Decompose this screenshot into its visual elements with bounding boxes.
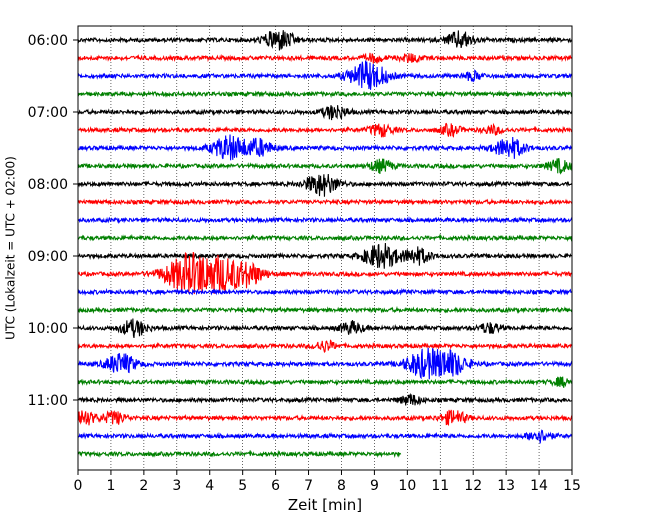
trace-0600 [77, 30, 573, 51]
x-tick-label: 11 [431, 478, 449, 494]
trace-1115 [77, 409, 573, 427]
trace-0830 [77, 215, 573, 224]
x-tick-label: 10 [398, 478, 416, 494]
y-tick-label: 06:00 [28, 33, 68, 49]
x-tick-label: 1 [106, 478, 115, 494]
y-tick-label: 11:00 [28, 393, 68, 409]
x-tick-label: 12 [464, 478, 482, 494]
x-tick-label: 4 [205, 478, 214, 494]
trace-0800 [77, 173, 573, 197]
trace-0730 [77, 134, 573, 161]
trace-0615 [77, 52, 573, 64]
x-tick-label: 2 [139, 478, 148, 494]
x-tick-label: 14 [530, 478, 548, 494]
trace-0915 [77, 251, 573, 295]
y-tick-label: 09:00 [28, 249, 68, 265]
trace-0745 [77, 158, 573, 175]
trace-0630 [77, 60, 573, 90]
trace-1100 [77, 392, 573, 406]
x-tick-label: 8 [337, 478, 346, 494]
y-axis-label: UTC (Lokalzeit = UTC + 02:00) [4, 156, 18, 340]
x-tick-label: 13 [497, 478, 515, 494]
x-tick-label: 5 [238, 478, 247, 494]
trace-0700 [77, 105, 573, 121]
trace-1130 [77, 429, 573, 444]
trace-0945 [77, 305, 573, 315]
y-axis-ticks: 06:00 07:00 08:00 09:00 10:00 11:00 [28, 33, 78, 409]
y-tick-label: 07:00 [28, 105, 68, 121]
trace-1045 [77, 376, 573, 388]
x-axis-ticks: 0 1 2 3 4 5 6 7 8 9 10 11 12 13 14 15 [74, 470, 581, 494]
x-tick-label: 0 [74, 478, 83, 494]
trace-0645 [77, 89, 573, 99]
trace-1145 [77, 449, 402, 458]
y-tick-label: 08:00 [28, 177, 68, 193]
seismogram-traces [77, 30, 573, 458]
x-tick-label: 3 [172, 478, 181, 494]
trace-1030 [77, 347, 573, 380]
trace-1000 [77, 318, 573, 339]
trace-0815 [77, 197, 573, 207]
y-tick-label: 10:00 [28, 321, 68, 337]
trace-0845 [77, 233, 573, 242]
plot-frame [77, 25, 573, 471]
trace-0930 [77, 287, 573, 297]
x-axis-label: Zeit [min] [288, 496, 362, 514]
x-tick-label: 6 [271, 478, 280, 494]
trace-1015 [77, 339, 573, 353]
trace-0900 [77, 242, 573, 269]
x-tick-label: 9 [370, 478, 379, 494]
trace-0715 [77, 122, 572, 138]
x-tick-label: 7 [304, 478, 313, 494]
x-tick-label: 15 [563, 478, 581, 494]
